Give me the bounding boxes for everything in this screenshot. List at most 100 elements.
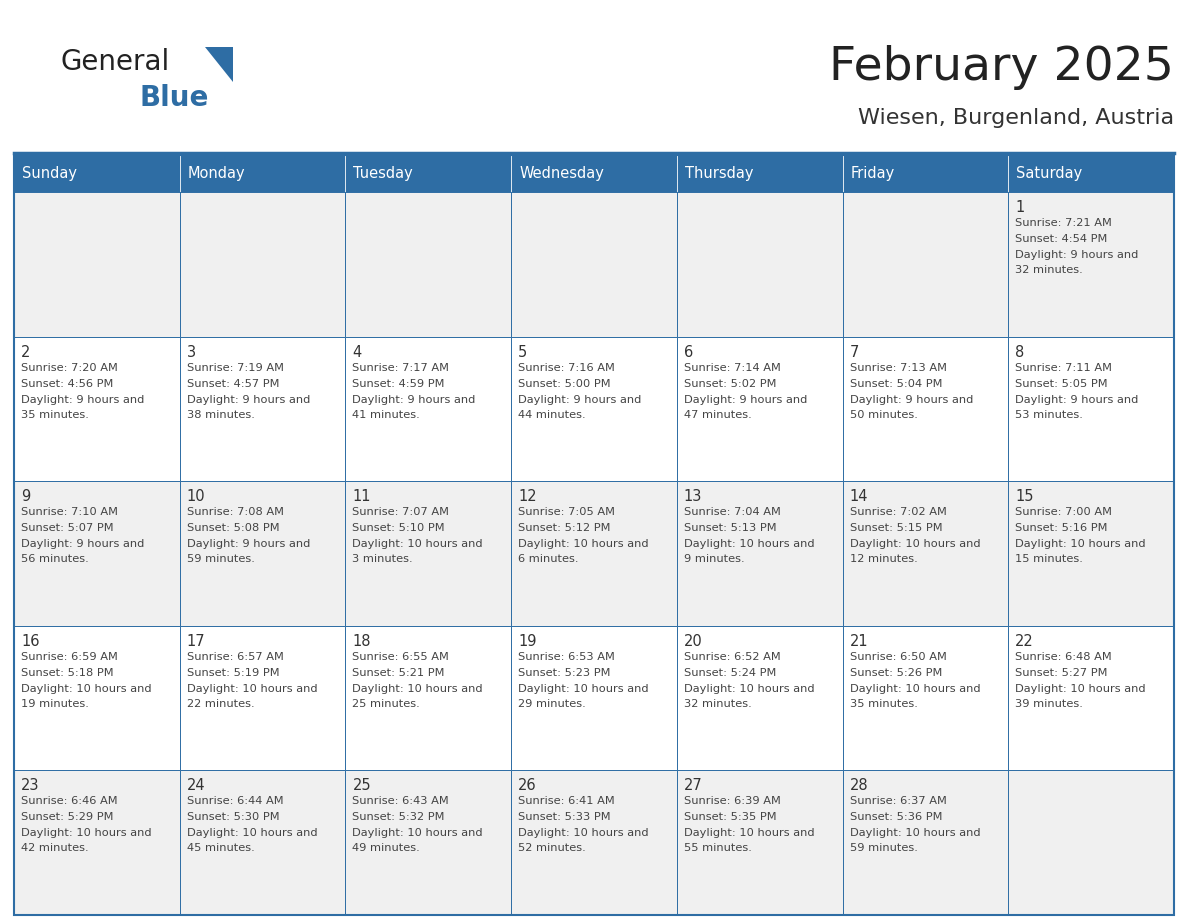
Text: Daylight: 10 hours and: Daylight: 10 hours and (684, 828, 815, 838)
Text: Friday: Friday (851, 166, 895, 181)
Text: Sunset: 5:00 PM: Sunset: 5:00 PM (518, 378, 611, 388)
Text: Thursday: Thursday (684, 166, 753, 181)
Text: 10: 10 (187, 489, 206, 504)
Text: Daylight: 10 hours and: Daylight: 10 hours and (1016, 684, 1146, 694)
Text: 25: 25 (353, 778, 371, 793)
Text: 55 minutes.: 55 minutes. (684, 844, 752, 854)
Text: Sunset: 5:05 PM: Sunset: 5:05 PM (1016, 378, 1108, 388)
Text: 26: 26 (518, 778, 537, 793)
Text: 6: 6 (684, 344, 693, 360)
Text: Sunrise: 6:48 AM: Sunrise: 6:48 AM (1016, 652, 1112, 662)
Text: Daylight: 10 hours and: Daylight: 10 hours and (1016, 539, 1146, 549)
Text: Sunrise: 7:05 AM: Sunrise: 7:05 AM (518, 508, 615, 517)
Text: Daylight: 10 hours and: Daylight: 10 hours and (518, 684, 649, 694)
Bar (511, 481, 677, 626)
Polygon shape (206, 47, 233, 82)
Text: 21: 21 (849, 633, 868, 649)
Text: Daylight: 9 hours and: Daylight: 9 hours and (21, 539, 145, 549)
Text: Daylight: 9 hours and: Daylight: 9 hours and (187, 539, 310, 549)
Text: Sunrise: 6:53 AM: Sunrise: 6:53 AM (518, 652, 615, 662)
Bar (842, 481, 1009, 626)
Bar (842, 626, 1009, 770)
Bar (677, 192, 842, 337)
Bar (511, 770, 677, 915)
Text: 35 minutes.: 35 minutes. (21, 409, 89, 420)
Text: Sunrise: 7:13 AM: Sunrise: 7:13 AM (849, 363, 947, 373)
Text: 2: 2 (21, 344, 31, 360)
Text: 1: 1 (1016, 200, 1024, 215)
Text: 15 minutes.: 15 minutes. (1016, 554, 1083, 565)
Text: Sunset: 5:30 PM: Sunset: 5:30 PM (187, 812, 279, 823)
Text: Sunrise: 6:44 AM: Sunrise: 6:44 AM (187, 797, 284, 806)
Text: Sunset: 5:18 PM: Sunset: 5:18 PM (21, 667, 114, 677)
Text: Sunset: 5:12 PM: Sunset: 5:12 PM (518, 523, 611, 533)
Bar (511, 626, 677, 770)
Bar (1009, 481, 1174, 626)
Text: Sunset: 5:19 PM: Sunset: 5:19 PM (187, 667, 279, 677)
Bar (842, 337, 1009, 481)
Text: 38 minutes.: 38 minutes. (187, 409, 254, 420)
Text: 13: 13 (684, 489, 702, 504)
Text: 29 minutes.: 29 minutes. (518, 699, 586, 709)
Text: 22: 22 (1016, 633, 1034, 649)
Text: Sunrise: 7:04 AM: Sunrise: 7:04 AM (684, 508, 781, 517)
Text: Tuesday: Tuesday (353, 166, 413, 181)
Text: Daylight: 10 hours and: Daylight: 10 hours and (21, 684, 152, 694)
Text: Daylight: 9 hours and: Daylight: 9 hours and (518, 395, 642, 405)
Text: 27: 27 (684, 778, 702, 793)
Text: Sunrise: 7:20 AM: Sunrise: 7:20 AM (21, 363, 118, 373)
Text: 59 minutes.: 59 minutes. (187, 554, 254, 565)
Text: Sunrise: 6:39 AM: Sunrise: 6:39 AM (684, 797, 781, 806)
Text: 4: 4 (353, 344, 361, 360)
Text: 47 minutes.: 47 minutes. (684, 409, 752, 420)
Text: Wiesen, Burgenland, Austria: Wiesen, Burgenland, Austria (858, 108, 1174, 128)
Text: Sunset: 5:23 PM: Sunset: 5:23 PM (518, 667, 611, 677)
Text: Sunset: 4:54 PM: Sunset: 4:54 PM (1016, 234, 1107, 244)
Text: 24: 24 (187, 778, 206, 793)
Text: Daylight: 10 hours and: Daylight: 10 hours and (518, 539, 649, 549)
Bar (179, 481, 346, 626)
Text: Daylight: 10 hours and: Daylight: 10 hours and (849, 539, 980, 549)
Text: Monday: Monday (188, 166, 246, 181)
Bar (1009, 337, 1174, 481)
Text: 17: 17 (187, 633, 206, 649)
Bar (14, 337, 179, 481)
Bar (14, 192, 179, 337)
Text: 19 minutes.: 19 minutes. (21, 699, 89, 709)
Text: 52 minutes.: 52 minutes. (518, 844, 586, 854)
Bar (179, 770, 346, 915)
Bar (677, 337, 842, 481)
Text: Sunrise: 6:55 AM: Sunrise: 6:55 AM (353, 652, 449, 662)
Text: Sunset: 5:16 PM: Sunset: 5:16 PM (1016, 523, 1107, 533)
Bar (346, 155, 511, 192)
Bar (179, 192, 346, 337)
Text: 23: 23 (21, 778, 39, 793)
Text: 16: 16 (21, 633, 39, 649)
Text: 3 minutes.: 3 minutes. (353, 554, 413, 565)
Text: Daylight: 10 hours and: Daylight: 10 hours and (684, 539, 815, 549)
Bar (179, 337, 346, 481)
Text: Sunset: 4:56 PM: Sunset: 4:56 PM (21, 378, 113, 388)
Bar (346, 481, 511, 626)
Text: Sunrise: 6:41 AM: Sunrise: 6:41 AM (518, 797, 615, 806)
Text: 3: 3 (187, 344, 196, 360)
Text: Daylight: 10 hours and: Daylight: 10 hours and (353, 828, 484, 838)
Text: Daylight: 10 hours and: Daylight: 10 hours and (353, 684, 484, 694)
Bar (677, 770, 842, 915)
Text: Daylight: 10 hours and: Daylight: 10 hours and (849, 684, 980, 694)
Text: 59 minutes.: 59 minutes. (849, 844, 917, 854)
Bar (179, 626, 346, 770)
Text: 19: 19 (518, 633, 537, 649)
Text: Sunrise: 7:08 AM: Sunrise: 7:08 AM (187, 508, 284, 517)
Text: Daylight: 9 hours and: Daylight: 9 hours and (21, 395, 145, 405)
Text: Sunset: 5:32 PM: Sunset: 5:32 PM (353, 812, 446, 823)
Bar (842, 770, 1009, 915)
Text: Sunrise: 7:17 AM: Sunrise: 7:17 AM (353, 363, 449, 373)
Bar (14, 155, 179, 192)
Text: 7: 7 (849, 344, 859, 360)
Text: 14: 14 (849, 489, 868, 504)
Text: Sunset: 5:15 PM: Sunset: 5:15 PM (849, 523, 942, 533)
Text: Sunrise: 7:11 AM: Sunrise: 7:11 AM (1016, 363, 1112, 373)
Text: 41 minutes.: 41 minutes. (353, 409, 421, 420)
Text: Sunset: 5:26 PM: Sunset: 5:26 PM (849, 667, 942, 677)
